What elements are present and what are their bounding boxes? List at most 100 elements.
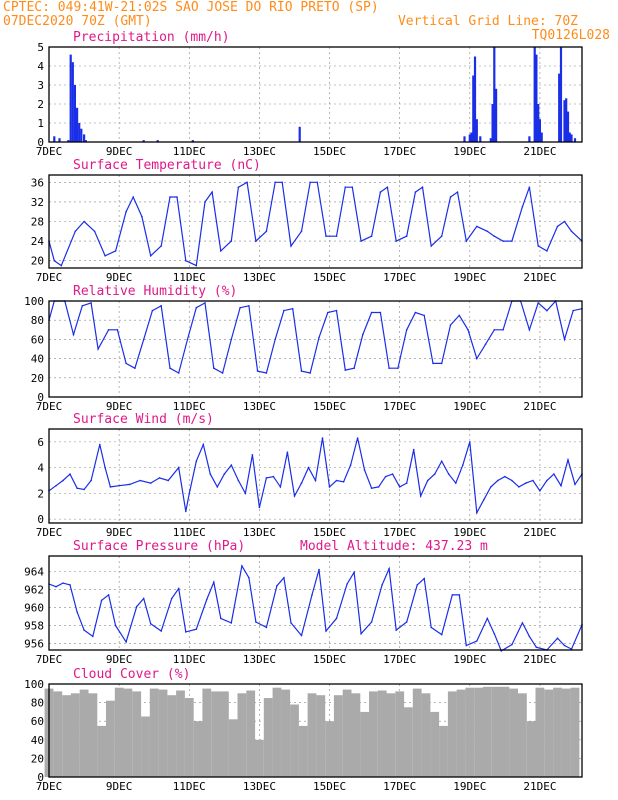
data-point <box>363 469 366 472</box>
data-point <box>483 499 485 501</box>
data-point <box>104 255 106 257</box>
cloud-bar <box>544 689 554 777</box>
precip-bar <box>491 104 494 142</box>
data-point <box>125 210 127 213</box>
y-tick-label: 6 <box>37 436 44 449</box>
y-tick-label: 964 <box>24 565 44 578</box>
cloud-bar <box>167 695 177 777</box>
cloud-bar <box>70 693 80 777</box>
cloud-bar <box>342 689 352 777</box>
series-line <box>48 181 583 267</box>
cloud-bar <box>439 725 448 777</box>
data-point <box>537 302 539 304</box>
data-point <box>391 473 394 475</box>
data-point <box>335 479 338 482</box>
cloud-bar <box>158 689 168 777</box>
panel-frame <box>48 555 583 651</box>
data-point <box>546 250 548 252</box>
data-point <box>274 338 277 341</box>
x-tick-label: 17DEC <box>383 400 416 413</box>
precip-bar <box>528 136 531 142</box>
precip-bar <box>565 98 568 142</box>
cloud-bar <box>255 739 264 777</box>
data-point <box>484 343 487 346</box>
data-point <box>335 309 338 312</box>
data-point <box>328 486 331 488</box>
data-point <box>314 479 317 482</box>
cloud-bar <box>97 725 106 777</box>
data-point <box>362 333 364 336</box>
x-tick-label: 13DEC <box>243 271 276 284</box>
data-point <box>370 487 373 490</box>
data-point <box>300 482 303 484</box>
x-tick-label: 15DEC <box>313 271 346 284</box>
data-point <box>107 594 110 596</box>
data-point <box>251 454 254 456</box>
panel-title: Cloud Cover (%) <box>73 667 190 682</box>
data-point <box>567 459 569 461</box>
model-altitude-label: Model Altitude: 437.23 m <box>300 539 488 554</box>
data-point <box>458 314 461 317</box>
data-point <box>574 483 576 486</box>
panel-humidity: Relative Humidity (%) 0 20 40 60 80 100 7DEC 9DE… <box>24 284 583 413</box>
data-point <box>186 338 189 341</box>
x-tick-label: 17DEC <box>383 526 416 539</box>
data-point <box>430 626 433 629</box>
data-point <box>274 181 277 184</box>
y-tick-label: 962 <box>24 583 44 596</box>
cloud-bar <box>263 698 273 777</box>
data-point <box>248 305 250 307</box>
data-point <box>405 482 408 484</box>
cloud-bar <box>430 711 440 777</box>
data-point <box>237 186 240 188</box>
y-tick-label: 958 <box>24 620 44 633</box>
cloud-bar <box>53 691 63 777</box>
data-point <box>265 230 268 233</box>
data-point <box>160 245 162 247</box>
data-point <box>421 186 424 188</box>
y-tick-label: 60 <box>31 715 44 728</box>
y-tick-label: 960 <box>24 602 44 615</box>
data-point <box>572 309 574 312</box>
data-point <box>426 479 429 482</box>
data-point <box>405 235 408 237</box>
data-point <box>221 372 224 374</box>
series-line <box>48 299 583 374</box>
data-point <box>93 230 96 233</box>
data-point <box>360 240 362 242</box>
cloud-bar <box>395 691 405 777</box>
x-tick-label: 21DEC <box>523 780 556 793</box>
panel-frame <box>48 174 583 269</box>
cloud-bar <box>202 688 212 777</box>
precip-bar <box>73 85 76 142</box>
cloud-bar <box>132 691 142 777</box>
data-point <box>114 250 117 252</box>
y-tick-label: 60 <box>31 333 44 346</box>
data-point <box>185 510 187 513</box>
cloud-bar <box>500 686 510 777</box>
x-tick-label: 11DEC <box>173 653 206 666</box>
x-tick-label: 19DEC <box>453 271 486 284</box>
data-point <box>370 621 373 623</box>
cloud-bar <box>333 695 343 777</box>
data-point <box>169 196 171 198</box>
data-point <box>511 643 513 646</box>
data-point <box>134 367 136 370</box>
y-tick-label: 36 <box>31 176 44 189</box>
data-point <box>81 305 84 307</box>
data-point <box>414 311 417 314</box>
data-point <box>556 225 559 228</box>
panel-temperature: Surface Temperature (nC) 20 24 28 32 36 7DEC 9D… <box>31 158 583 284</box>
x-tick-label: 11DEC <box>173 526 206 539</box>
data-point <box>100 599 103 602</box>
data-point <box>412 448 415 451</box>
data-point <box>395 629 398 631</box>
x-tick-label: 13DEC <box>243 780 276 793</box>
panel-precipitation: Precipitation (mm/h) 0 1 2 3 4 5 7DEC 9DEC 11DEC 1… <box>36 30 583 158</box>
x-tick-label: 17DEC <box>383 653 416 666</box>
data-point <box>440 460 443 463</box>
data-point <box>213 581 215 583</box>
data-point <box>342 481 345 483</box>
x-tick-label: 17DEC <box>383 780 416 793</box>
data-point <box>167 479 169 482</box>
